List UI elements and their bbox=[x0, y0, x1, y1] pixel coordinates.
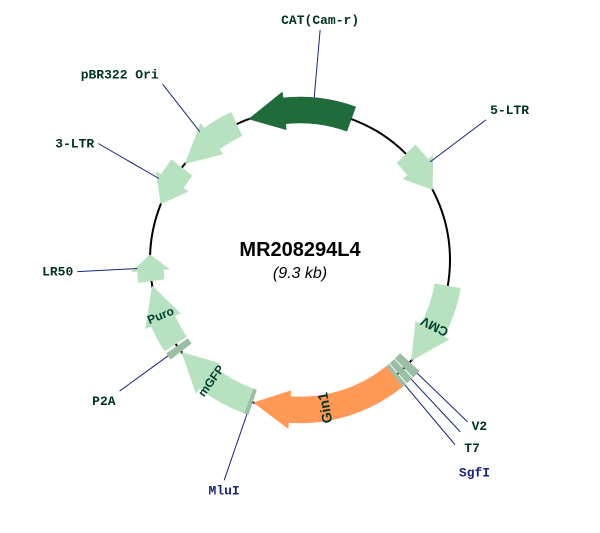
outer-label-ltr5: 5-LTR bbox=[490, 103, 529, 118]
leader-lr50 bbox=[77, 269, 137, 272]
outer-label-pbr322: pBR322 Ori bbox=[81, 67, 159, 82]
outer-label-t7: T7 bbox=[464, 441, 480, 456]
outer-label-p2a: P2A bbox=[92, 394, 116, 409]
leader-sgfI bbox=[405, 385, 455, 445]
outer-label-ltr3: 3-LTR bbox=[55, 137, 94, 152]
feature-pbr322 bbox=[185, 112, 242, 163]
outer-label-sgfI: SgfI bbox=[459, 466, 490, 481]
outer-label-cat: CAT(Cam-r) bbox=[281, 13, 359, 28]
leader-mlui bbox=[224, 414, 247, 480]
leader-t7 bbox=[411, 379, 460, 432]
leader-p2a bbox=[120, 356, 169, 391]
outer-label-mlui: MluI bbox=[209, 483, 240, 498]
outer-label-v2: V2 bbox=[472, 419, 488, 434]
leader-ltr5 bbox=[430, 120, 486, 162]
plasmid-size: (9.3 kb) bbox=[273, 265, 327, 282]
plasmid-title: MR208294L4 bbox=[239, 239, 361, 261]
leader-cat bbox=[314, 30, 320, 98]
feature-cat bbox=[249, 92, 356, 131]
outer-label-lr50: LR50 bbox=[42, 265, 73, 280]
leader-pbr322 bbox=[163, 84, 200, 131]
leader-v2 bbox=[417, 373, 467, 422]
plasmid-map: MR208294L4(9.3 kb)5-LTRCMVV2T7SgfIGin1Ml… bbox=[0, 0, 600, 533]
feature-ltr3 bbox=[156, 160, 192, 204]
leader-ltr3 bbox=[98, 144, 159, 179]
